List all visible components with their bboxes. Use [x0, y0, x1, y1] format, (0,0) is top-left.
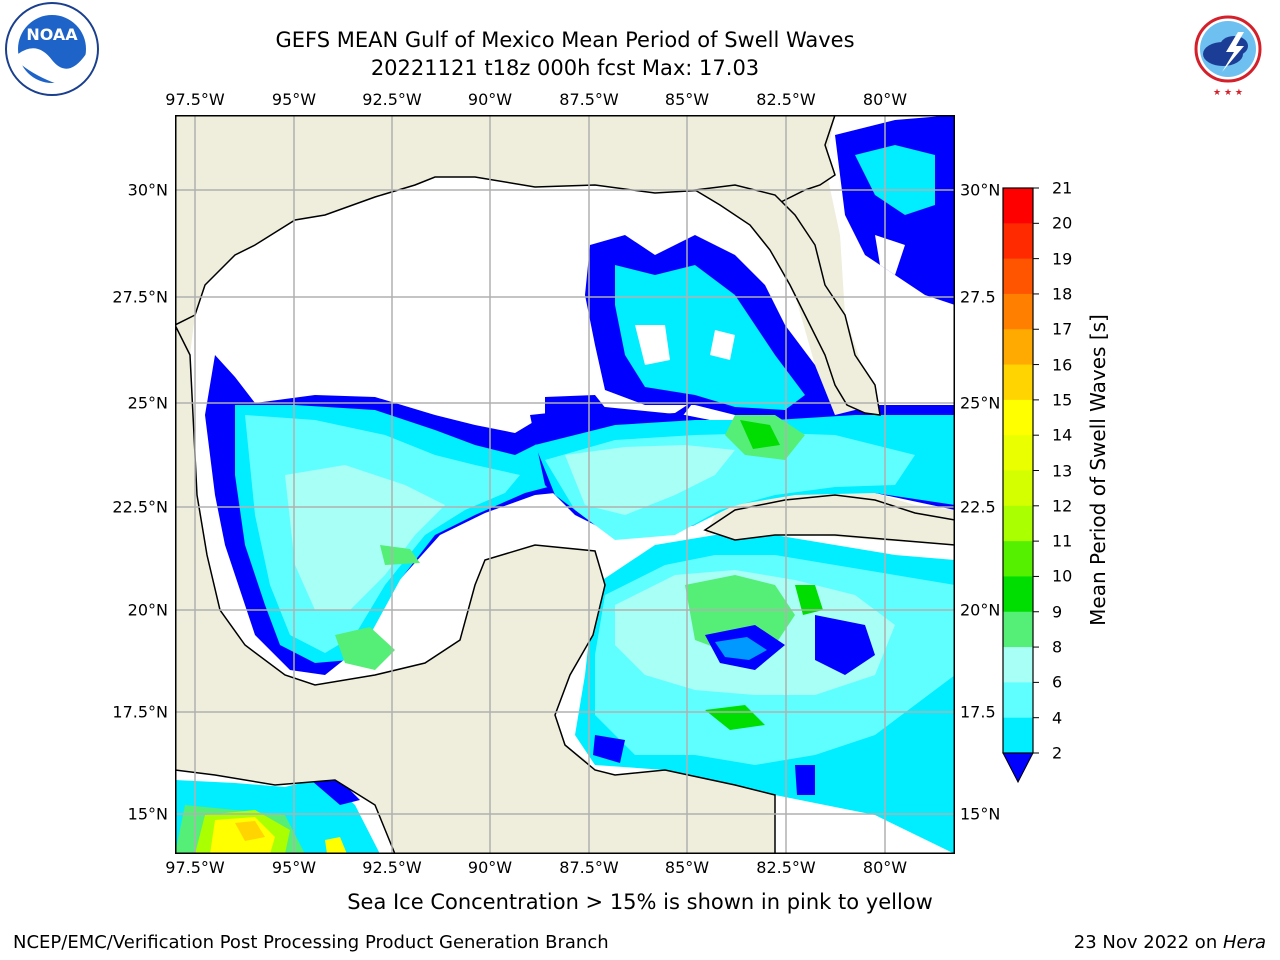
contour-9-10s-campeche — [335, 627, 395, 670]
lat-tick-left: 15°N — [127, 804, 168, 824]
colorbar — [1002, 187, 1039, 784]
lon-tick-top: 90°W — [467, 90, 513, 109]
colorbar-tick-label: 11 — [1052, 531, 1073, 551]
lon-tick-top: 82.5°W — [756, 90, 816, 109]
lon-tick-bottom: 95°W — [271, 858, 317, 877]
lon-tick-top: 97.5°W — [165, 90, 225, 109]
colorbar-band — [1003, 505, 1033, 542]
colorbar-band — [1003, 435, 1033, 471]
colorbar-tick-label: 16 — [1052, 355, 1073, 375]
colorbar-band — [1003, 258, 1033, 295]
colorbar-tick-label: 10 — [1052, 566, 1073, 586]
lon-tick-top: 95°W — [271, 90, 317, 109]
map-subtitle: 20221121 t18z 000h fcst Max: 17.03 — [370, 56, 760, 80]
lon-tick-top: 85°W — [664, 90, 710, 109]
colorbar-tick-label: 8 — [1052, 637, 1063, 657]
colorbar-band — [1003, 364, 1033, 401]
colorbar-band — [1003, 682, 1033, 719]
footer-date-text: 23 Nov 2022 on — [1073, 932, 1223, 953]
colorbar-tick-label: 6 — [1052, 672, 1063, 692]
lat-tick-left: 17.5°N — [112, 702, 168, 722]
lat-tick-right: 25°N — [960, 393, 1001, 413]
lon-tick-bottom: 80°W — [862, 858, 908, 877]
lon-tick-bottom: 85°W — [664, 858, 710, 877]
florida-peninsula — [692, 184, 881, 416]
colorbar-label: Mean Period of Swell Waves [s] — [1086, 314, 1110, 626]
lat-tick-right: 22.5 — [960, 497, 996, 517]
contour-8-9s-west — [285, 465, 445, 610]
footer-date: 23 Nov 2022 on Hera — [1074, 932, 1266, 953]
lon-tick-bottom: 82.5°W — [756, 858, 816, 877]
colorbar-tick-label: 17 — [1052, 319, 1073, 339]
lon-tick-top: 80°W — [862, 90, 908, 109]
map-frame — [175, 115, 955, 854]
lon-tick-bottom: 92.5°W — [362, 858, 422, 877]
colorbar-tick-label: 15 — [1052, 390, 1073, 410]
colorbar-bands — [1003, 188, 1033, 754]
sea-ice-note: Sea Ice Concentration > 15% is shown in … — [347, 890, 933, 914]
lat-tick-left: 30°N — [127, 180, 168, 200]
colorbar-band — [1003, 611, 1033, 648]
footer-host: Hera — [1222, 932, 1266, 953]
lat-tick-right: 30°N — [960, 180, 1001, 200]
noaa-logo: NOAA — [5, 2, 99, 96]
colorbar-tick-label: 18 — [1052, 284, 1073, 304]
map-title: GEFS MEAN Gulf of Mexico Mean Period of … — [275, 28, 855, 52]
lon-tick-top: 87.5°W — [559, 90, 619, 109]
colorbar-tick-label: 2 — [1052, 743, 1063, 763]
swell-period-map — [175, 115, 955, 854]
svg-text:NOAA: NOAA — [26, 25, 78, 44]
colorbar-band — [1003, 541, 1033, 577]
map-gridlines — [175, 115, 955, 854]
lat-tick-right: 27.5 — [960, 287, 996, 307]
lat-tick-left: 27.5°N — [112, 287, 168, 307]
colorbar-tick-label: 4 — [1052, 708, 1063, 728]
lat-tick-right: 17.5 — [960, 702, 996, 722]
colorbar-band — [1003, 223, 1033, 260]
colorbar-tick-label: 9 — [1052, 602, 1063, 622]
swell-period-contours — [175, 115, 955, 854]
footer-producer: NCEP/EMC/Verification Post Processing Pr… — [13, 932, 609, 953]
colorbar-extend-arrow — [1002, 752, 1034, 784]
colorbar-band — [1003, 329, 1033, 366]
colorbar-band — [1003, 293, 1033, 330]
colorbar-band — [1003, 470, 1033, 507]
colorbar-band — [1003, 717, 1033, 754]
contour-8-9s-central — [565, 445, 735, 515]
colorbar-tick-label: 20 — [1052, 213, 1073, 233]
colorbar-tick-label: 14 — [1052, 425, 1073, 445]
lat-tick-right: 15°N — [960, 804, 1001, 824]
contour-10-11s-caribbean — [705, 585, 823, 730]
colorbar-band — [1003, 399, 1033, 436]
colorbar-band — [1003, 576, 1033, 613]
gulf-coast-usa — [175, 115, 836, 326]
lat-tick-left: 22.5°N — [112, 497, 168, 517]
lon-tick-bottom: 97.5°W — [165, 858, 225, 877]
colorbar-tick-label: 19 — [1052, 249, 1073, 269]
lat-tick-right: 20°N — [960, 600, 1001, 620]
colorbar-band — [1003, 647, 1033, 683]
lat-tick-left: 20°N — [127, 600, 168, 620]
lon-tick-bottom: 87.5°W — [559, 858, 619, 877]
colorbar-tick-label: 21 — [1052, 178, 1073, 198]
lon-tick-top: 92.5°W — [362, 90, 422, 109]
lon-tick-bottom: 90°W — [467, 858, 513, 877]
svg-text:★ ★ ★: ★ ★ ★ — [1213, 88, 1243, 98]
colorbar-tick-label: 12 — [1052, 496, 1073, 516]
colorbar-band — [1003, 188, 1033, 224]
lat-tick-left: 25°N — [127, 393, 168, 413]
colorbar-tick-label: 13 — [1052, 461, 1073, 480]
nws-logo: ★ ★ ★ — [1182, 3, 1274, 98]
